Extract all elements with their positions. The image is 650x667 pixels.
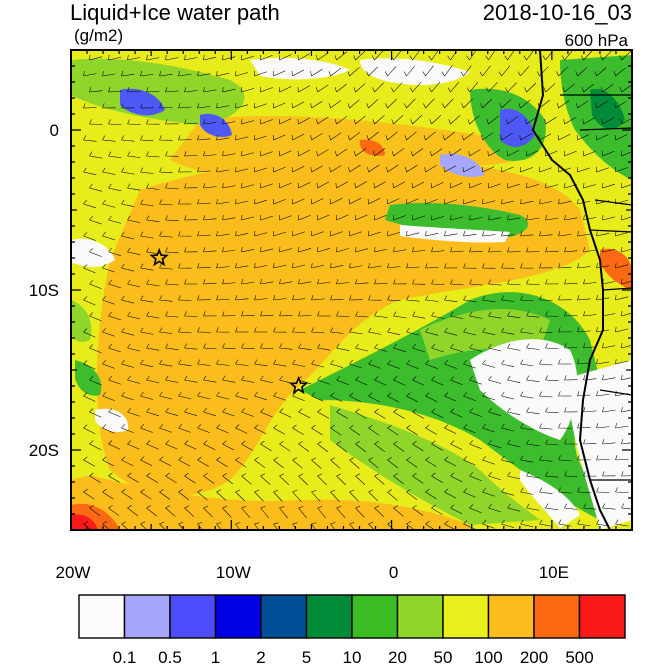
star-marker: [288, 375, 309, 395]
colorbar-swatch: [305, 594, 353, 639]
lon-tick-label: 0: [389, 563, 398, 582]
colorbar-label: 0.1: [113, 648, 137, 667]
colorbar-swatch: [169, 594, 217, 639]
axis-tick-labels: 0 10S 20S 20W 10W 0 10E: [29, 121, 569, 582]
wind-barb-set: [83, 50, 632, 530]
location-markers: [149, 247, 309, 395]
lon-tick-label: 10W: [216, 563, 251, 582]
colorbar-label: 500: [565, 648, 593, 667]
colorbar-swatch: [396, 594, 444, 639]
colorbar-swatch: [351, 594, 399, 639]
colorbar-swatch: [533, 594, 581, 639]
datetime-label: 2018-10-16_03: [482, 0, 632, 25]
tick-marks: [70, 49, 633, 531]
colorbar-swatch: [487, 594, 535, 639]
colorbar-label: 200: [520, 648, 548, 667]
country-borders: [560, 94, 632, 481]
units-label: (g/m2): [74, 26, 124, 45]
map-field: [71, 50, 632, 530]
colorbar-label: 20: [388, 648, 407, 667]
coastline: [531, 50, 611, 530]
colorbar-label: 2: [256, 648, 265, 667]
lon-tick-label: 20W: [56, 563, 91, 582]
colorbar-swatch: [214, 594, 262, 639]
chart-title: Liquid+Ice water path: [70, 0, 280, 25]
axis-ticks: [70, 49, 633, 531]
colorbar-swatch: [260, 594, 308, 639]
lat-tick-label: 20S: [29, 441, 59, 460]
colorbar-label: 0.5: [158, 648, 182, 667]
lon-tick-label: 10E: [539, 563, 569, 582]
wind-barbs: [83, 50, 632, 530]
colorbar-label: 10: [343, 648, 362, 667]
lat-tick-label: 10S: [29, 281, 59, 300]
colorbar: 0.1 0.5 1 2 5 10 20 50 100 200 500: [78, 594, 626, 667]
star-marker: [149, 247, 169, 267]
colorbar-swatch: [578, 594, 626, 639]
colorbar-label: 1: [211, 648, 220, 667]
colorbar-swatch: [442, 594, 490, 639]
lat-tick-label: 0: [50, 121, 59, 140]
pressure-level-label: 600 hPa: [564, 31, 628, 50]
colorbar-label: 50: [434, 648, 453, 667]
colorbar-swatch: [78, 594, 126, 639]
colorbar-swatch: [123, 594, 171, 639]
colorbar-label: 5: [302, 648, 311, 667]
colorbar-label: 100: [474, 648, 502, 667]
